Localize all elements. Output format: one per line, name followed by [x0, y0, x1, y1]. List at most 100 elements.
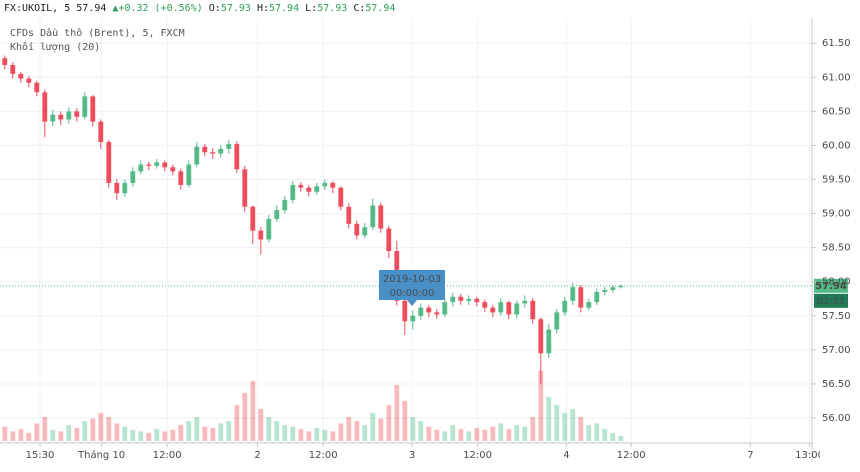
y-tick-label: 60.50	[822, 106, 851, 117]
volume-bar	[434, 429, 440, 441]
volume-bar	[114, 423, 120, 441]
y-tick-label: 59.00	[822, 209, 851, 220]
candle-body	[154, 162, 160, 166]
candle-body	[570, 287, 576, 301]
y-tick-label: 57.50	[822, 311, 851, 322]
countdown-box	[814, 293, 848, 308]
volume-bar	[130, 429, 136, 441]
volume-bar	[490, 426, 496, 441]
volume-bar	[122, 426, 128, 441]
candle-body	[298, 184, 304, 188]
candle-body	[530, 300, 536, 320]
candle-body	[290, 184, 296, 200]
candle-body	[458, 296, 464, 301]
candle-body	[162, 162, 168, 168]
volume-bar	[418, 421, 424, 441]
y-tick-label: 59.50	[822, 175, 851, 186]
volume-bar	[42, 417, 48, 441]
candle-body	[234, 144, 240, 170]
candle-body	[426, 307, 432, 313]
ohlc-h: 57.94	[269, 3, 300, 14]
x-tick-label: 12:00	[463, 450, 492, 461]
volume-bar	[26, 433, 32, 441]
candle-body	[330, 182, 336, 188]
volume-bar	[322, 429, 328, 441]
volume-bar	[82, 421, 88, 441]
candle-body	[306, 187, 312, 192]
candle-body	[322, 182, 328, 187]
volume-bar	[298, 429, 304, 441]
candle-body	[250, 206, 256, 231]
candle-body	[522, 300, 528, 304]
candle-body	[618, 285, 624, 288]
candle-body	[90, 96, 96, 122]
candle-body	[26, 78, 32, 83]
volume-bar	[618, 436, 624, 441]
y-tick-label: 60.00	[822, 140, 851, 151]
y-tick-label: 56.00	[822, 413, 851, 424]
candle-body	[98, 121, 104, 143]
volume-bar	[586, 425, 592, 441]
x-tick-label: 15:30	[26, 450, 55, 461]
candle-body	[378, 205, 384, 229]
y-tick-label: 61.00	[822, 72, 851, 83]
candle-body	[442, 302, 448, 315]
volume-bar	[506, 429, 512, 441]
candle-body	[2, 58, 8, 66]
volume-bar	[466, 431, 472, 441]
volume-bar	[202, 426, 208, 441]
candle-body	[410, 315, 416, 322]
candle-body	[554, 312, 560, 330]
volume-bar	[442, 431, 448, 441]
candle-body	[138, 164, 144, 172]
volume-bar	[474, 428, 480, 441]
volume-pane	[2, 370, 624, 441]
candle-body	[498, 302, 504, 313]
candle-body	[418, 307, 424, 316]
volume-bar	[482, 429, 488, 441]
candle-body	[386, 228, 392, 252]
volume-bar	[66, 425, 72, 441]
x-tick-label: 4	[563, 450, 569, 461]
candle-body	[186, 164, 192, 185]
volume-bar	[394, 385, 400, 441]
ohlc-c-label: C:	[353, 3, 366, 14]
candle-body	[282, 199, 288, 211]
candle-body	[314, 186, 320, 192]
countdown-label: 02:31	[817, 296, 846, 307]
volume-bar	[546, 397, 552, 441]
ohlc-l: 57.93	[317, 3, 348, 14]
y-tick-label: 58.00	[822, 277, 851, 288]
volume-bar	[258, 409, 264, 441]
volume-bar	[250, 381, 256, 441]
volume-bar	[146, 433, 152, 441]
candle-body	[266, 219, 272, 240]
arrow: ▲	[112, 3, 119, 14]
candle-body	[514, 303, 520, 315]
candle-body	[578, 287, 584, 308]
last-price-box	[814, 278, 848, 293]
candle-body	[210, 152, 216, 154]
volume-bar	[242, 393, 248, 441]
candles	[2, 55, 624, 384]
candle-body	[178, 171, 184, 185]
volume-bar	[354, 421, 360, 441]
candle-body	[66, 111, 72, 120]
volume-bar	[498, 423, 504, 441]
volume-bar	[426, 426, 432, 441]
volume-bar	[170, 429, 176, 441]
volume-bar	[530, 417, 536, 441]
candle-body	[546, 329, 552, 354]
candle-body	[450, 296, 456, 303]
volume-bar	[218, 423, 224, 441]
volume-bar	[562, 413, 568, 441]
tooltip-date: 2019-10-03	[383, 274, 441, 285]
volume-bar	[458, 429, 464, 441]
volume-bar	[74, 428, 80, 441]
candle-body	[274, 210, 280, 220]
y-tick-label: 57.00	[822, 345, 851, 356]
volume-bar	[346, 417, 352, 441]
volume-bar	[90, 418, 96, 441]
